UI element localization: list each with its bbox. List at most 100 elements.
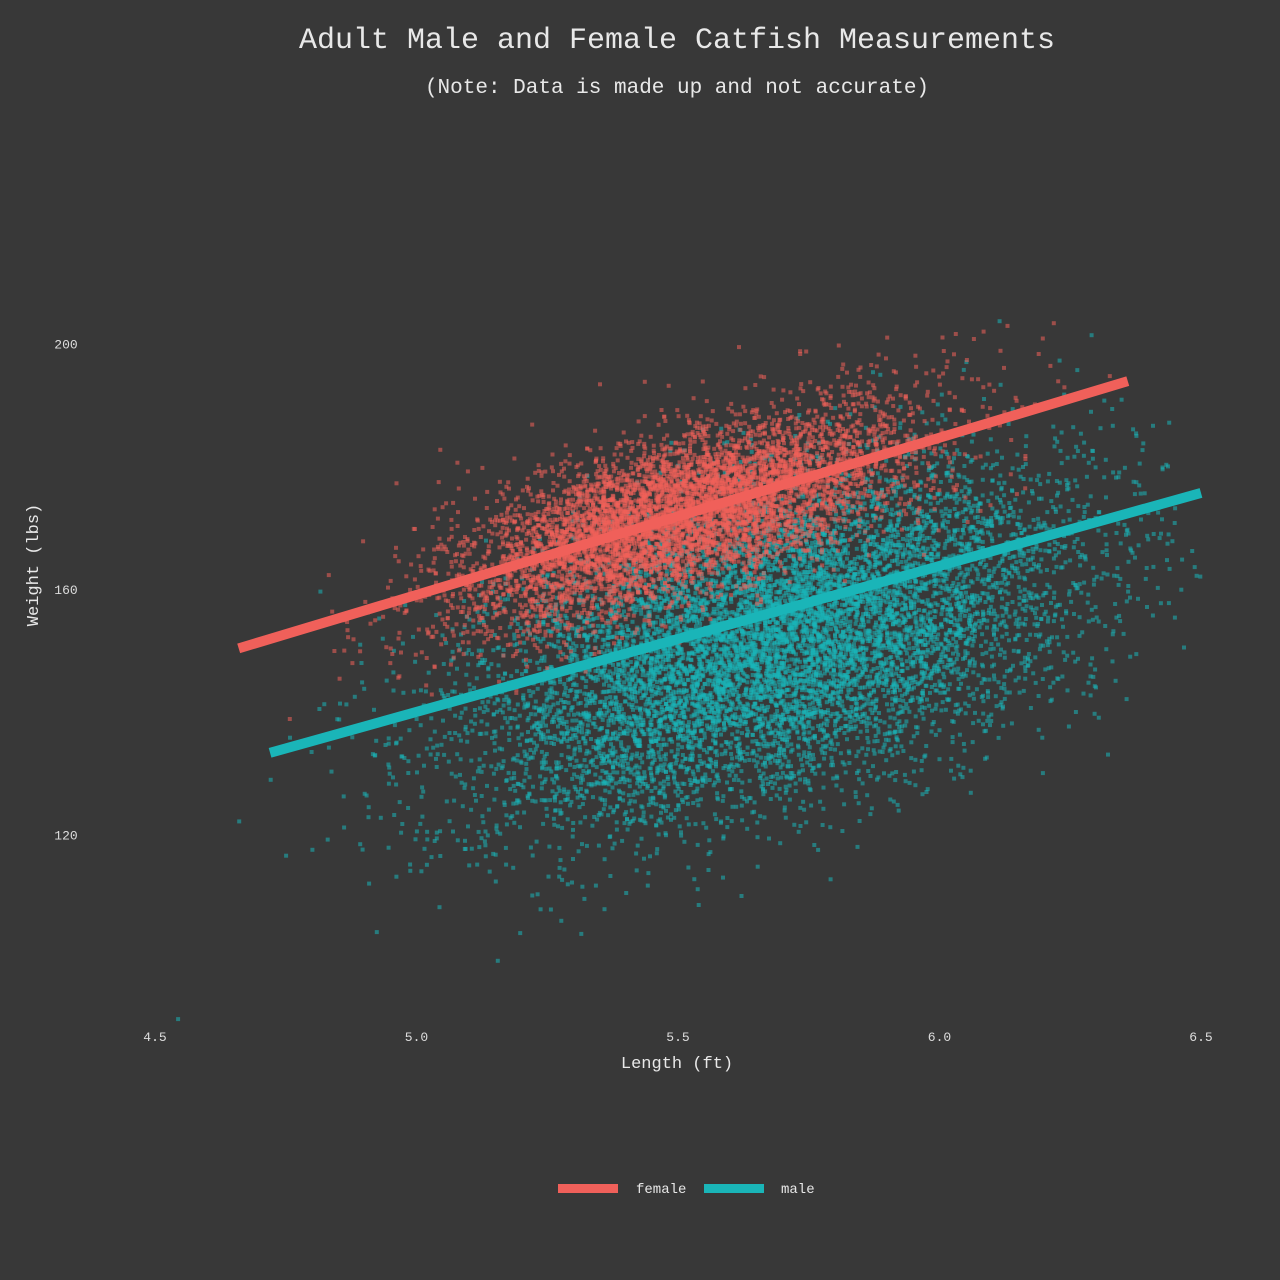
data-point-male — [639, 779, 644, 784]
data-point-male — [854, 654, 859, 658]
data-point-male — [697, 618, 702, 623]
data-point-male — [621, 712, 626, 717]
data-point-male — [564, 768, 569, 773]
data-point-male — [610, 785, 615, 790]
data-point-male — [723, 748, 728, 753]
data-point-male — [969, 600, 974, 605]
data-point-male — [734, 690, 739, 694]
data-point-male — [794, 615, 799, 620]
data-point-male — [621, 646, 625, 651]
data-point-male — [611, 745, 616, 750]
data-point-male — [759, 734, 764, 739]
data-point-male — [837, 703, 842, 708]
data-point-male — [1131, 427, 1136, 432]
data-point-male — [918, 511, 923, 516]
data-point-male — [736, 580, 741, 585]
data-point-male — [971, 670, 976, 675]
data-point-male — [661, 786, 666, 791]
data-point-male — [954, 657, 959, 662]
data-point-male — [651, 657, 656, 662]
data-point-male — [676, 588, 681, 593]
data-point-male — [645, 785, 650, 790]
data-point-male — [554, 766, 559, 771]
data-point-male — [1028, 567, 1033, 572]
data-point-male — [571, 683, 576, 687]
data-point-male — [655, 615, 660, 620]
data-point-male — [822, 653, 827, 658]
data-point-male — [741, 661, 746, 666]
data-point-male — [1042, 612, 1047, 617]
data-point-male — [538, 639, 543, 644]
data-point-male — [1015, 452, 1020, 457]
data-point-male — [514, 758, 519, 763]
data-point-male — [958, 613, 963, 618]
data-point-male — [778, 700, 783, 705]
data-point-male — [936, 554, 940, 559]
data-point-male — [480, 814, 485, 819]
data-point-male — [998, 622, 1003, 627]
data-point-male — [571, 827, 575, 832]
data-point-male — [940, 521, 945, 526]
data-point-male — [955, 448, 960, 453]
data-point-male — [494, 826, 499, 831]
data-point-male — [680, 797, 684, 802]
data-point-male — [764, 685, 769, 689]
data-point-male — [639, 818, 644, 823]
data-point-male — [858, 648, 863, 653]
data-point-male — [606, 708, 611, 713]
data-point-male — [734, 575, 739, 580]
data-point-male — [745, 726, 750, 731]
data-point-male — [953, 703, 958, 708]
data-point-male — [557, 865, 562, 870]
data-point-male — [826, 679, 831, 684]
data-point-male — [793, 571, 798, 576]
data-point-male — [722, 577, 726, 582]
data-point-male — [722, 713, 727, 718]
data-point-male — [830, 642, 835, 647]
data-point-male — [501, 647, 506, 652]
data-point-male — [329, 769, 334, 774]
data-point-male — [890, 644, 895, 649]
data-point-male — [990, 664, 995, 669]
data-point-male — [663, 696, 668, 701]
data-point-male — [855, 490, 860, 495]
data-point-male — [697, 740, 702, 745]
data-point-male — [561, 737, 566, 742]
data-point-male — [910, 698, 915, 703]
data-point-male — [438, 688, 443, 693]
data-point-male — [530, 893, 535, 898]
data-point-male — [906, 595, 911, 600]
data-point-male — [872, 708, 877, 713]
data-point-male — [1082, 440, 1087, 445]
data-point-male — [713, 723, 718, 727]
data-point-male — [988, 523, 993, 528]
data-point-male — [635, 843, 640, 848]
data-point-male — [1103, 457, 1108, 462]
data-point-male — [897, 698, 902, 702]
data-point-male — [819, 723, 824, 728]
data-point-male — [618, 777, 623, 782]
data-point-male — [893, 603, 898, 608]
data-point-male — [878, 587, 883, 592]
data-point-male — [1007, 556, 1012, 560]
data-point-male — [696, 595, 701, 600]
data-point-male — [903, 559, 908, 564]
data-point-male — [1036, 565, 1041, 570]
data-point-male — [846, 638, 851, 643]
data-point-male — [940, 586, 945, 590]
data-point-male — [847, 612, 852, 616]
data-point-male — [757, 666, 762, 670]
data-point-male — [419, 869, 424, 874]
data-point-male — [714, 817, 719, 822]
data-point-male — [450, 689, 455, 694]
data-point-male — [844, 609, 849, 614]
data-point-male — [967, 663, 972, 668]
data-point-male — [1015, 566, 1020, 571]
data-point-male — [852, 646, 857, 650]
data-point-male — [813, 771, 818, 776]
data-point-male — [506, 770, 511, 775]
data-point-male — [930, 722, 935, 727]
data-point-male — [914, 725, 918, 730]
data-point-male — [1055, 542, 1060, 546]
data-point-male — [783, 755, 788, 760]
